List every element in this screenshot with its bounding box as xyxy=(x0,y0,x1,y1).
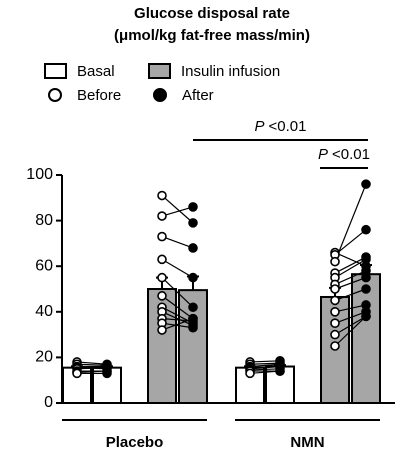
significance-label: P <0.01 xyxy=(318,146,370,163)
pair-line xyxy=(161,311,194,327)
bar xyxy=(147,288,177,404)
pair-line xyxy=(334,256,367,274)
point xyxy=(361,272,371,283)
pair-line xyxy=(76,361,108,365)
pair-line xyxy=(334,251,367,267)
pair-line xyxy=(334,311,367,324)
legend-label: Insulin infusion xyxy=(181,63,280,80)
pair-line xyxy=(161,295,194,320)
y-tick-label: 40 xyxy=(35,303,53,320)
point xyxy=(361,311,371,322)
point xyxy=(157,211,167,221)
x-tick-label: Placebo xyxy=(106,434,164,451)
pair-line xyxy=(334,288,367,301)
point xyxy=(157,272,167,283)
point xyxy=(361,254,371,265)
p-value: <0.01 xyxy=(332,146,370,163)
pair-line xyxy=(334,258,367,279)
point xyxy=(330,341,340,351)
p-symbol: P xyxy=(255,118,265,135)
pair-line xyxy=(249,368,281,371)
legend-marker xyxy=(153,88,167,102)
pair-line xyxy=(76,370,108,373)
p-symbol: P xyxy=(318,146,328,163)
pair-line xyxy=(334,315,367,336)
chart-subtitle: (μmol/kg fat-free mass/min) xyxy=(114,27,310,44)
legend-label: Basal xyxy=(77,63,115,80)
pair-line xyxy=(334,315,367,347)
chart-title: Glucose disposal rate xyxy=(134,5,290,22)
point xyxy=(361,284,371,294)
legend-swatch xyxy=(44,63,67,79)
point xyxy=(361,224,371,235)
pair-line xyxy=(249,365,281,370)
point xyxy=(330,284,340,294)
point xyxy=(188,202,198,212)
point xyxy=(188,313,198,324)
x-tick-label: NMN xyxy=(290,434,324,451)
legend-swatch xyxy=(148,63,171,79)
pair-line xyxy=(161,235,194,249)
pair-line xyxy=(161,318,194,331)
pair-line xyxy=(249,362,281,365)
legend-label: Before xyxy=(77,87,121,104)
point xyxy=(157,254,167,265)
point xyxy=(188,322,198,333)
y-tick-label: 20 xyxy=(35,349,53,366)
pair-line xyxy=(161,322,194,329)
point xyxy=(188,243,198,253)
p-value: <0.01 xyxy=(269,118,307,135)
bar xyxy=(351,273,381,404)
point xyxy=(157,325,167,335)
pair-line xyxy=(161,258,194,279)
point xyxy=(245,368,255,379)
significance-label: P <0.01 xyxy=(255,118,307,135)
point xyxy=(188,272,198,283)
pair-line xyxy=(249,363,281,368)
point xyxy=(330,256,340,267)
pair-line xyxy=(334,229,367,256)
y-tick-label: 100 xyxy=(26,166,53,183)
pair-line xyxy=(76,367,108,370)
pair-line xyxy=(76,363,108,366)
pair-line xyxy=(161,195,194,224)
pair-line xyxy=(249,360,281,363)
pair-line xyxy=(334,270,367,285)
pair-line xyxy=(161,206,194,217)
point xyxy=(157,190,167,201)
point xyxy=(72,368,82,379)
point xyxy=(330,306,340,317)
point xyxy=(188,218,198,228)
pair-line xyxy=(249,370,281,374)
pair-line xyxy=(161,277,194,308)
y-tick-label: 60 xyxy=(35,257,53,274)
point xyxy=(330,329,340,340)
point xyxy=(330,295,340,306)
y-tick-label: 80 xyxy=(35,212,53,229)
y-tick-label: 0 xyxy=(44,394,53,411)
legend-marker xyxy=(48,88,62,102)
point xyxy=(157,291,167,301)
legend-label: After xyxy=(182,87,214,104)
point xyxy=(157,231,167,242)
pair-line xyxy=(334,304,367,313)
point xyxy=(330,318,340,329)
point xyxy=(361,179,371,189)
pair-line xyxy=(334,183,367,262)
point xyxy=(102,368,112,379)
point xyxy=(188,302,198,313)
point xyxy=(275,366,285,376)
pair-line xyxy=(334,277,367,290)
